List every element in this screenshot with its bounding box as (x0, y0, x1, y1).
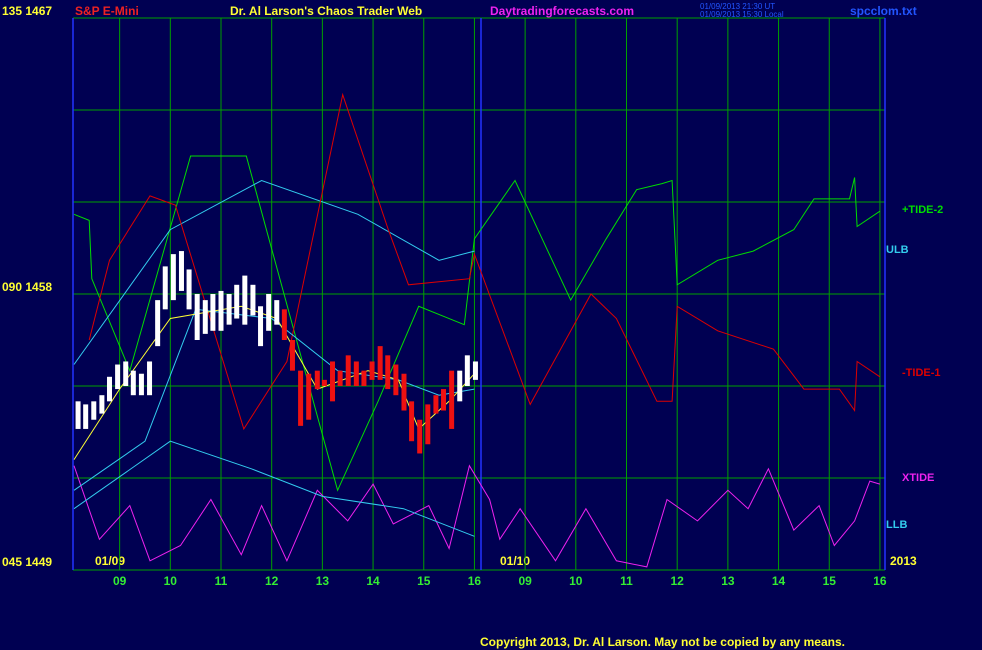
series-line (73, 308, 475, 491)
price-bar (250, 284, 256, 316)
price-bar (186, 269, 192, 310)
x-tick-label: 15 (417, 574, 431, 588)
title: Dr. Al Larson's Chaos Trader Web (230, 4, 422, 18)
price-bar (266, 294, 272, 331)
x-tick-label: 15 (823, 574, 837, 588)
price-bar (234, 284, 240, 319)
time-ut: 01/09/2013 21:30 UT (700, 2, 775, 11)
price-bar (289, 340, 295, 371)
price-bar (258, 306, 264, 347)
price-bar (472, 361, 478, 380)
x-tick-label: 10 (569, 574, 583, 588)
price-bar (337, 370, 343, 386)
price-bar (377, 346, 383, 380)
price-bar (178, 251, 184, 291)
price-bar (218, 290, 224, 331)
price-bar (226, 294, 232, 325)
price-bar (170, 254, 176, 301)
y-tick-label: 090 1458 (2, 280, 52, 294)
series-line (73, 464, 881, 568)
price-bar (281, 309, 287, 340)
y-tick-label: 135 1467 (2, 4, 52, 18)
legend-label: XTIDE (902, 472, 934, 484)
price-bar (162, 266, 168, 310)
price-bar (417, 419, 423, 454)
series-line (88, 92, 881, 431)
legend-label: ULB (886, 244, 909, 256)
price-bar (321, 379, 327, 386)
price-bar (401, 373, 407, 411)
price-bar (138, 373, 144, 396)
price-bar (99, 395, 105, 414)
price-bar (75, 401, 81, 429)
file-name: spcclom.txt (850, 4, 917, 18)
price-bar (91, 401, 97, 420)
price-bar (210, 294, 216, 331)
series-line (73, 440, 475, 537)
x-tick-label: 12 (671, 574, 685, 588)
x-tick-label: 10 (164, 574, 178, 588)
x-tick-label: 11 (215, 574, 228, 588)
x-tick-label: 09 (113, 574, 127, 588)
price-bar (457, 370, 463, 402)
site: Daytradingforecasts.com (490, 4, 634, 18)
price-bar (441, 389, 447, 411)
x-tick-label: 14 (366, 574, 380, 588)
time-local: 01/09/2013 15:30 Local (700, 10, 784, 19)
price-bar (449, 370, 455, 429)
price-bar (155, 300, 161, 347)
date-label: 01/09 (95, 554, 125, 568)
price-bar (306, 373, 312, 420)
price-bar (330, 361, 336, 402)
price-bar (298, 370, 304, 426)
x-tick-label: 14 (772, 574, 786, 588)
symbol: S&P E-Mini (75, 4, 139, 18)
price-bar (314, 370, 320, 390)
x-tick-label: 16 (873, 574, 887, 588)
price-bar (385, 355, 391, 390)
x-tick-label: 16 (468, 574, 482, 588)
date-label: 01/10 (500, 554, 530, 568)
price-bar (361, 370, 367, 386)
price-bar (433, 395, 439, 414)
price-bar (147, 361, 153, 396)
x-tick-label: 12 (265, 574, 279, 588)
legend-label: -TIDE-1 (902, 367, 941, 379)
x-tick-label: 11 (620, 574, 633, 588)
price-bar (194, 294, 200, 340)
legend-label: LLB (886, 519, 907, 531)
price-bar (409, 401, 415, 442)
price-bar (425, 404, 431, 445)
price-bar (242, 275, 248, 325)
price-bar (115, 364, 121, 390)
price-bar (106, 376, 112, 402)
price-bar (130, 370, 136, 396)
x-tick-label: 09 (518, 574, 532, 588)
price-bar (83, 404, 89, 429)
price-bar (123, 361, 129, 386)
price-bar (202, 300, 208, 334)
series-line (73, 155, 881, 492)
price-bar (274, 300, 280, 325)
y-tick-label: 045 1449 (2, 555, 52, 569)
legend-label: +TIDE-2 (902, 204, 943, 216)
x-tick-label: 13 (721, 574, 735, 588)
copyright: Copyright 2013, Dr. Al Larson. May not b… (480, 635, 845, 649)
series-line (73, 179, 475, 365)
price-bar (353, 361, 359, 386)
date-label: 2013 (890, 554, 917, 568)
price-bar (393, 364, 399, 396)
price-bar (345, 355, 351, 386)
x-tick-label: 13 (316, 574, 330, 588)
price-bar (464, 355, 470, 386)
price-bar (369, 361, 375, 380)
